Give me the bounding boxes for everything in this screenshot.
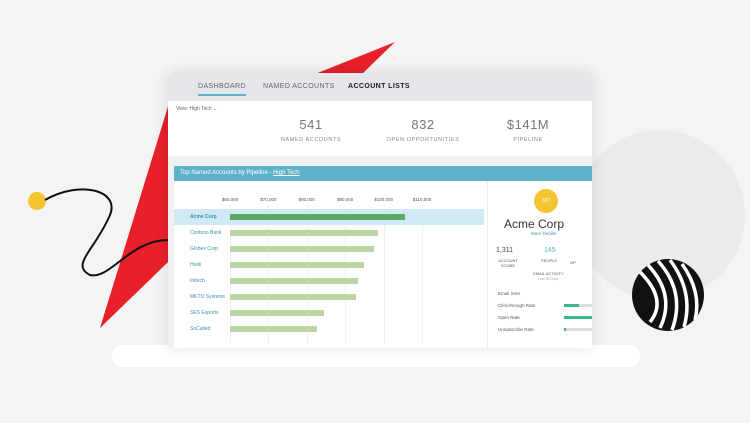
x-tick-label: $80,000 [298, 197, 315, 202]
bar [230, 230, 378, 236]
bar-chart: $60,000 $70,000 $80,000 $90,000 $100,000 $110… [174, 166, 486, 348]
bar [230, 294, 356, 300]
x-tick-label: $100,000 [374, 197, 393, 202]
x-tick-label: $70,000 [260, 197, 277, 202]
stat-pipeline: $141M PIPELINE [506, 117, 550, 143]
account-score-label: ACCOUNT SCORE [498, 258, 518, 268]
bar-label: Acme Corp [190, 214, 217, 220]
gridline [422, 204, 423, 344]
bar [230, 326, 318, 332]
striped-sphere-decor [632, 258, 704, 331]
squiggle-line-decor [44, 188, 169, 277]
gridline [268, 204, 270, 344]
card-header: Top Named Accounts by Pipeline - High Te… [174, 166, 592, 181]
bar [230, 262, 365, 268]
bar-row[interactable]: Acme Corp [174, 209, 484, 225]
yellow-dot-decor [28, 192, 46, 210]
tab-bar: DASHBOARD NAMED ACCOUNTS ACCOUNT LISTS [168, 73, 592, 101]
stats-panel: View: High Tech ⌄ 541 NAMED ACCOUNTS 832 O… [168, 101, 592, 156]
x-tick-label: $60,000 [221, 197, 239, 202]
x-tick-label: $110,000 [412, 197, 432, 202]
bar [230, 246, 374, 252]
stat-named-accounts: 541 NAMED ACCOUNTS [280, 117, 342, 143]
pipeline-card: Top Named Accounts by Pipeline - High Te… [174, 166, 592, 348]
view-label: View: [176, 106, 189, 112]
tab-dashboard[interactable]: DASHBOARD [198, 83, 246, 96]
more-details-link[interactable]: More Details [531, 231, 557, 236]
bar [230, 214, 406, 220]
bar-row[interactable]: Contoso Bank [174, 225, 484, 241]
tab-named-accounts[interactable]: NAMED ACCOUNTS [263, 83, 335, 90]
chevron-down-icon: ⌄ [213, 106, 218, 112]
metric-label: Unsubscribe Rate [498, 327, 534, 332]
bar-label: Initech [190, 278, 205, 284]
metric-bar [564, 328, 592, 331]
bar-label: Globex Corp [190, 246, 219, 252]
email-activity-label: EMAIL ACTIVITY [533, 271, 564, 276]
bar [230, 310, 325, 316]
bar-row[interactable]: Globex Corp [174, 241, 484, 257]
op-label: OP [570, 260, 576, 265]
laptop-base [112, 345, 640, 367]
account-panel: 337 Acme Corp More Details 1,311 ACCOUNT… [487, 181, 592, 348]
app-screen: DASHBOARD NAMED ACCOUNTS ACCOUNT LISTS V… [168, 73, 592, 348]
email-period: Last 30 Days [538, 277, 559, 281]
bar-row[interactable]: Hooli [174, 257, 484, 273]
gridline [383, 204, 385, 344]
bar [230, 278, 358, 284]
bar-label: Contoso Bank [190, 230, 222, 236]
bar-label: SES Exports [190, 310, 219, 316]
bar-label: SoCalled [190, 326, 211, 332]
bar-label: Hooli [190, 262, 202, 268]
metric-label: Open Rate [498, 315, 520, 320]
metric-label: Email Sent [498, 291, 520, 296]
card-title-link[interactable]: High Tech [273, 170, 300, 176]
metric-label: Click-through Rate [498, 303, 536, 308]
card-title: Top Named Accounts by Pipeline - [180, 170, 274, 176]
gray-circle-decor [575, 130, 745, 300]
account-score: 1,311 [496, 247, 513, 254]
account-name: Acme Corp [504, 217, 565, 231]
account-logo: 337 [534, 189, 558, 213]
people-label: PEOPLE [541, 258, 558, 263]
bar-row[interactable]: Initech [174, 273, 484, 289]
people-count: 145 [544, 247, 556, 254]
bar-label: MKTO Systems [190, 294, 225, 300]
stat-open-opportunities: 832 OPEN OPPORTUNITIES [386, 117, 460, 143]
view-value: High Tech [189, 106, 212, 112]
view-selector[interactable]: View: High Tech ⌄ [176, 106, 217, 112]
tab-account-lists[interactable]: ACCOUNT LISTS [348, 83, 410, 90]
bar-row[interactable]: SoCalled [174, 321, 484, 337]
bar-row[interactable]: MKTO Systems [174, 289, 484, 305]
gridline [306, 204, 308, 344]
metric-bar [564, 304, 592, 307]
bar-row[interactable]: SES Exports [174, 305, 484, 321]
gridline [345, 204, 347, 344]
gridline [230, 204, 231, 344]
metric-bar [564, 316, 592, 319]
x-tick-label: $90,000 [337, 197, 354, 202]
